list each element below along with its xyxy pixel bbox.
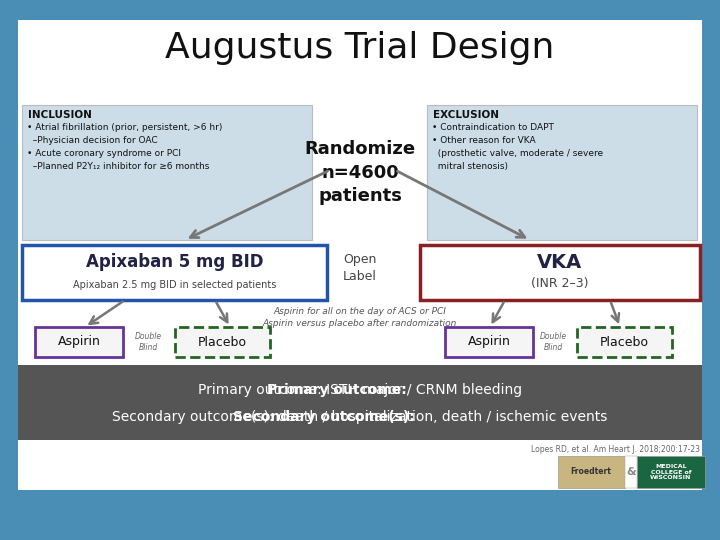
Text: Primary outcome:: Primary outcome: bbox=[267, 383, 407, 397]
FancyBboxPatch shape bbox=[625, 456, 637, 488]
Text: MEDICAL
COLLEGE of
WISCONSIN: MEDICAL COLLEGE of WISCONSIN bbox=[650, 464, 692, 480]
Text: VKA: VKA bbox=[537, 253, 582, 272]
Text: Augustus Trial Design: Augustus Trial Design bbox=[166, 31, 554, 65]
FancyBboxPatch shape bbox=[175, 327, 270, 357]
FancyBboxPatch shape bbox=[22, 105, 312, 240]
FancyBboxPatch shape bbox=[18, 365, 702, 440]
Text: EXCLUSION: EXCLUSION bbox=[433, 110, 499, 120]
Text: Secondary outcome(s): death / hospitalization, death / ischemic events: Secondary outcome(s): death / hospitaliz… bbox=[112, 410, 608, 424]
Text: Apixaban 2.5 mg BID in selected patients: Apixaban 2.5 mg BID in selected patients bbox=[73, 280, 276, 290]
Text: Open
Label: Open Label bbox=[343, 253, 377, 283]
FancyBboxPatch shape bbox=[427, 105, 697, 240]
FancyBboxPatch shape bbox=[637, 456, 705, 488]
Text: Froedtert: Froedtert bbox=[570, 468, 611, 476]
Text: Placebo: Placebo bbox=[600, 335, 649, 348]
Text: Lopes RD, et al. Am Heart J. 2018;200:17-23: Lopes RD, et al. Am Heart J. 2018;200:17… bbox=[531, 445, 700, 454]
Text: Double
Blind: Double Blind bbox=[539, 332, 567, 352]
Text: • Contraindication to DAPT
• Other reason for VKA
  (prosthetic valve, moderate : • Contraindication to DAPT • Other reaso… bbox=[432, 123, 603, 171]
Text: • Atrial fibrillation (prior, persistent, >6 hr)
  –Physician decision for OAC
•: • Atrial fibrillation (prior, persistent… bbox=[27, 123, 222, 171]
Text: Randomize
n=4600
patients: Randomize n=4600 patients bbox=[305, 140, 415, 205]
FancyBboxPatch shape bbox=[445, 327, 533, 357]
FancyBboxPatch shape bbox=[420, 245, 700, 300]
FancyBboxPatch shape bbox=[35, 327, 123, 357]
Text: Apixaban 5 mg BID: Apixaban 5 mg BID bbox=[86, 253, 264, 271]
Text: (INR 2–3): (INR 2–3) bbox=[531, 277, 589, 290]
Text: Aspirin for all on the day of ACS or PCI
Aspirin versus placebo after randomizat: Aspirin for all on the day of ACS or PCI… bbox=[263, 307, 457, 328]
Text: Secondary outcome(s):: Secondary outcome(s): bbox=[233, 410, 415, 424]
Text: Double
Blind: Double Blind bbox=[135, 332, 161, 352]
FancyBboxPatch shape bbox=[22, 245, 327, 300]
Text: Aspirin: Aspirin bbox=[58, 335, 100, 348]
FancyBboxPatch shape bbox=[558, 456, 625, 488]
FancyBboxPatch shape bbox=[577, 327, 672, 357]
Text: Primary outcome: ISTH major / CRNM bleeding: Primary outcome: ISTH major / CRNM bleed… bbox=[198, 383, 522, 397]
Text: INCLUSION: INCLUSION bbox=[28, 110, 92, 120]
Text: Aspirin: Aspirin bbox=[467, 335, 510, 348]
Text: &: & bbox=[626, 467, 636, 477]
Text: Placebo: Placebo bbox=[198, 335, 247, 348]
FancyBboxPatch shape bbox=[18, 20, 702, 490]
